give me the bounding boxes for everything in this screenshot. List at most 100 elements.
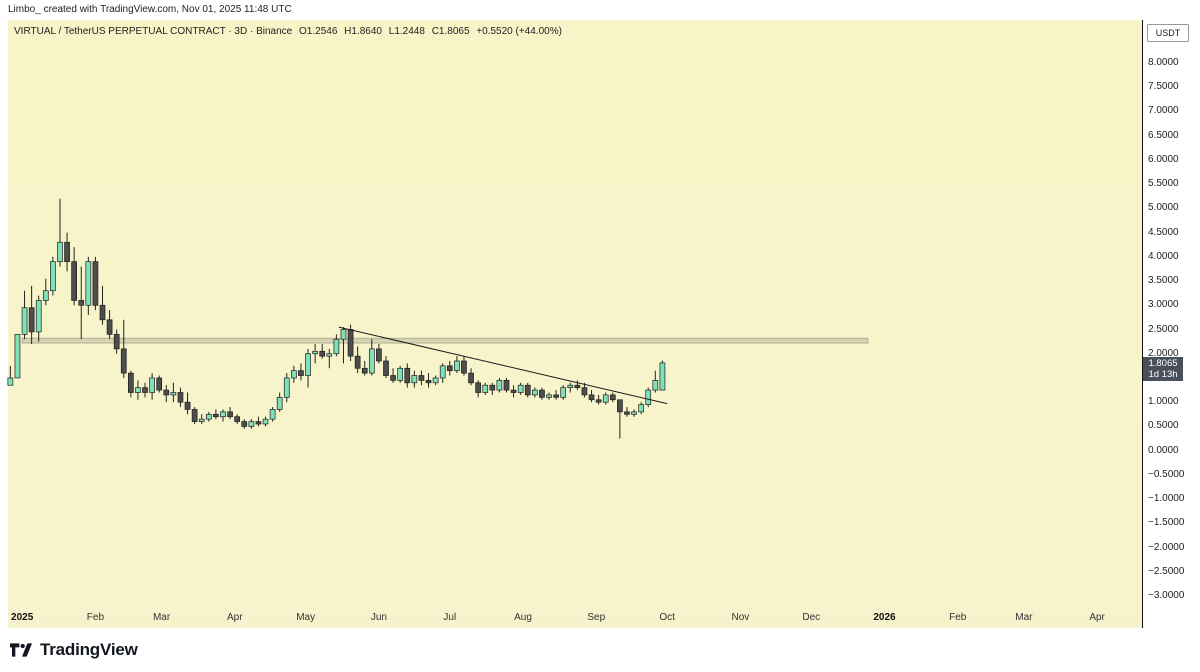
price-axis[interactable]	[1142, 20, 1193, 606]
candle-body	[78, 300, 85, 306]
time-tick-label: Mar	[1015, 612, 1033, 623]
candle-body	[21, 307, 28, 335]
resistance-zone	[21, 337, 869, 344]
candle-body	[177, 392, 184, 403]
time-axis[interactable]	[8, 606, 1142, 628]
candle-body	[446, 365, 453, 372]
candle-body	[631, 411, 637, 415]
candle-body	[588, 394, 595, 401]
candle-body	[170, 392, 177, 396]
candle-body	[326, 353, 333, 357]
chart-credit: Limbo_ created with TradingView.com, Nov…	[8, 4, 292, 15]
ohlc-close: C1.8065	[431, 26, 470, 37]
candle-body	[411, 375, 418, 384]
candle-body	[191, 409, 198, 422]
ohlc-low: L1.2448	[388, 26, 425, 37]
time-tick-label: Apr	[227, 612, 243, 623]
candle-body	[156, 377, 163, 391]
price-tick-label: 8.0000	[1148, 57, 1179, 68]
candle-body	[227, 411, 233, 418]
price-tick-label: 1.0000	[1148, 396, 1179, 408]
candle-body	[64, 241, 70, 263]
candle-body	[319, 350, 326, 357]
price-tick-label: 7.0000	[1148, 105, 1179, 117]
candle-body	[163, 389, 170, 396]
price-tick-label: −2.0000	[1148, 541, 1185, 553]
candle-body	[106, 319, 113, 335]
candle-body	[489, 384, 496, 391]
candle-body	[553, 394, 559, 398]
candle-body	[390, 375, 396, 381]
candle-body	[475, 382, 481, 393]
price-tick-label: 3.0000	[1148, 299, 1179, 311]
candle-body	[340, 329, 347, 340]
price-tick-label: 6.5000	[1148, 129, 1179, 141]
chart-pane[interactable]	[8, 20, 1142, 606]
candle-body	[376, 348, 382, 362]
candle-body	[503, 380, 510, 391]
candle-body	[305, 353, 311, 376]
currency-button[interactable]: USDT	[1147, 24, 1189, 42]
time-tick-label: May	[296, 612, 316, 623]
ohlc-open: O1.2546	[299, 26, 338, 37]
candle-body	[546, 394, 552, 398]
time-tick-label: Aug	[514, 612, 532, 623]
candle-body	[461, 360, 467, 374]
candle-body	[184, 401, 191, 410]
time-tick-label: 2025	[11, 612, 34, 623]
candle-body	[404, 367, 411, 384]
candle-body	[482, 384, 489, 393]
descending-trendline	[338, 326, 668, 405]
candle-body	[574, 384, 581, 388]
candle-body	[397, 367, 404, 381]
tradingview-logo-icon	[10, 643, 32, 657]
price-tick-label: 7.5000	[1148, 81, 1179, 93]
candle-body	[425, 380, 432, 384]
candle-body	[213, 413, 219, 418]
candle-body	[510, 389, 517, 393]
ohlc-high: H1.8640	[344, 26, 382, 37]
candle-body	[71, 261, 78, 301]
symbol-title: VIRTUAL / TetherUS PERPETUAL CONTRACT · …	[14, 26, 293, 37]
candle-body	[361, 367, 368, 374]
candle-body	[617, 399, 623, 413]
candle-body	[383, 360, 389, 376]
candle-body	[354, 355, 361, 369]
candle-body	[35, 300, 42, 333]
candle-body	[269, 409, 276, 420]
price-tick-label: −0.5000	[1148, 468, 1185, 480]
time-tick-label: Apr	[1089, 612, 1105, 623]
candle-body	[624, 411, 630, 415]
axis-corner	[1142, 606, 1193, 628]
candle-body	[454, 360, 460, 372]
candle-body	[92, 261, 99, 306]
candle-body	[142, 387, 148, 393]
symbol-legend[interactable]: VIRTUAL / TetherUS PERPETUAL CONTRACT · …	[14, 26, 566, 37]
candle-body	[135, 387, 141, 393]
candle-body	[638, 404, 645, 413]
candle-body	[496, 380, 503, 391]
brand-name: TradingView	[40, 640, 138, 659]
candle-body	[149, 377, 155, 393]
candle-body	[262, 418, 269, 425]
price-tick-label: 0.5000	[1148, 420, 1179, 432]
candle-body	[234, 416, 241, 422]
price-tick-label: 4.0000	[1148, 250, 1179, 262]
candle-body	[645, 389, 652, 405]
candle-body	[205, 413, 212, 420]
price-tick-label: −3.0000	[1148, 590, 1185, 601]
price-tick-label: −1.5000	[1148, 517, 1185, 529]
tradingview-logo[interactable]: TradingView	[10, 640, 138, 660]
time-tick-label: Feb	[86, 612, 105, 623]
candle-body	[652, 380, 659, 391]
price-tick-label: 3.5000	[1148, 275, 1179, 287]
candle-body	[248, 421, 255, 427]
candle-body	[276, 396, 283, 410]
candle-body	[57, 241, 63, 263]
candle-body	[539, 389, 545, 398]
candle-body	[255, 421, 262, 425]
price-tick-label: −1.0000	[1148, 493, 1185, 505]
candle-body	[298, 370, 304, 376]
candle-body	[7, 377, 14, 386]
